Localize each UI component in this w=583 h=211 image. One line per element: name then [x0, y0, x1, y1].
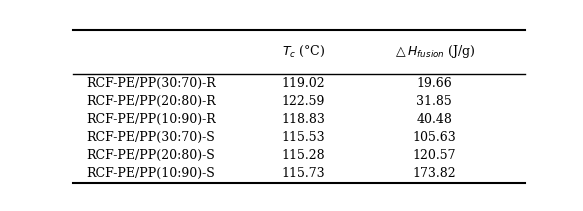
Text: RCF-PE/PP(20:80)-R: RCF-PE/PP(20:80)-R	[86, 95, 216, 108]
Text: 31.85: 31.85	[416, 95, 452, 108]
Text: 115.28: 115.28	[282, 149, 325, 162]
Text: 105.63: 105.63	[412, 131, 456, 144]
Text: RCF-PE/PP(20:80)-S: RCF-PE/PP(20:80)-S	[86, 149, 215, 162]
Text: 122.59: 122.59	[282, 95, 325, 108]
Text: 115.73: 115.73	[282, 167, 325, 180]
Text: 119.02: 119.02	[282, 77, 325, 90]
Text: RCF-PE/PP(10:90)-S: RCF-PE/PP(10:90)-S	[86, 167, 215, 180]
Text: 115.53: 115.53	[282, 131, 325, 144]
Text: 173.82: 173.82	[413, 167, 456, 180]
Text: $\triangle H_{fusion}$ (J/g): $\triangle H_{fusion}$ (J/g)	[393, 43, 476, 60]
Text: $T_c$ (°C): $T_c$ (°C)	[282, 44, 325, 59]
Text: 40.48: 40.48	[416, 113, 452, 126]
Text: RCF-PE/PP(30:70)-S: RCF-PE/PP(30:70)-S	[86, 131, 215, 144]
Text: 120.57: 120.57	[413, 149, 456, 162]
Text: RCF-PE/PP(30:70)-R: RCF-PE/PP(30:70)-R	[86, 77, 216, 90]
Text: 118.83: 118.83	[282, 113, 325, 126]
Text: 19.66: 19.66	[416, 77, 452, 90]
Text: RCF-PE/PP(10:90)-R: RCF-PE/PP(10:90)-R	[86, 113, 216, 126]
